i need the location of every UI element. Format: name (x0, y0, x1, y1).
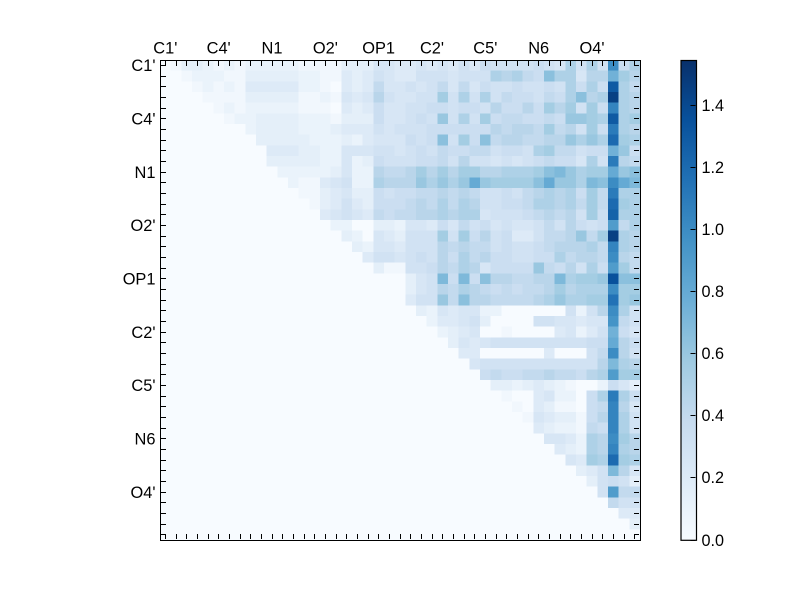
svg-text:C5': C5' (131, 377, 155, 395)
svg-text:O4': O4' (580, 40, 605, 58)
svg-text:C4': C4' (131, 110, 155, 128)
svg-text:0.6: 0.6 (702, 345, 725, 363)
svg-text:0.2: 0.2 (702, 469, 725, 487)
svg-text:C5': C5' (473, 40, 497, 58)
svg-text:0.0: 0.0 (702, 532, 725, 550)
svg-text:C2': C2' (131, 324, 155, 342)
svg-text:N1: N1 (262, 40, 283, 58)
svg-text:C1': C1' (131, 57, 155, 75)
svg-text:0.4: 0.4 (702, 407, 725, 425)
svg-text:0.8: 0.8 (702, 283, 725, 301)
svg-text:O4': O4' (131, 484, 156, 502)
svg-text:N6: N6 (135, 430, 156, 448)
svg-text:O2': O2' (131, 217, 156, 235)
svg-text:1.4: 1.4 (702, 97, 725, 115)
svg-text:O2': O2' (313, 40, 338, 58)
svg-text:C2': C2' (420, 40, 444, 58)
svg-text:C4': C4' (207, 40, 231, 58)
svg-text:OP1: OP1 (362, 40, 395, 58)
svg-text:C1': C1' (153, 40, 177, 58)
svg-text:1.2: 1.2 (702, 159, 725, 177)
svg-text:1.0: 1.0 (702, 221, 725, 239)
svg-text:N1: N1 (135, 164, 156, 182)
svg-text:N6: N6 (528, 40, 549, 58)
svg-text:OP1: OP1 (123, 270, 156, 288)
